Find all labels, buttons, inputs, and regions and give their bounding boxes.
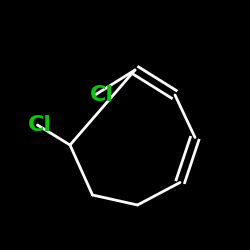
Text: Cl: Cl xyxy=(90,85,114,105)
Text: Cl: Cl xyxy=(28,115,52,135)
